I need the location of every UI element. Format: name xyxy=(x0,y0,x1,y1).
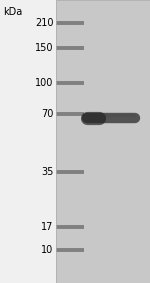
Text: 150: 150 xyxy=(35,43,53,53)
Bar xyxy=(56,0,150,283)
Bar xyxy=(0,0,56,283)
Text: 210: 210 xyxy=(35,18,53,28)
Text: 10: 10 xyxy=(41,245,53,255)
Text: 17: 17 xyxy=(41,222,53,232)
Text: 100: 100 xyxy=(35,78,53,89)
Text: 70: 70 xyxy=(41,109,53,119)
Text: 35: 35 xyxy=(41,167,53,177)
Text: kDa: kDa xyxy=(3,7,22,17)
